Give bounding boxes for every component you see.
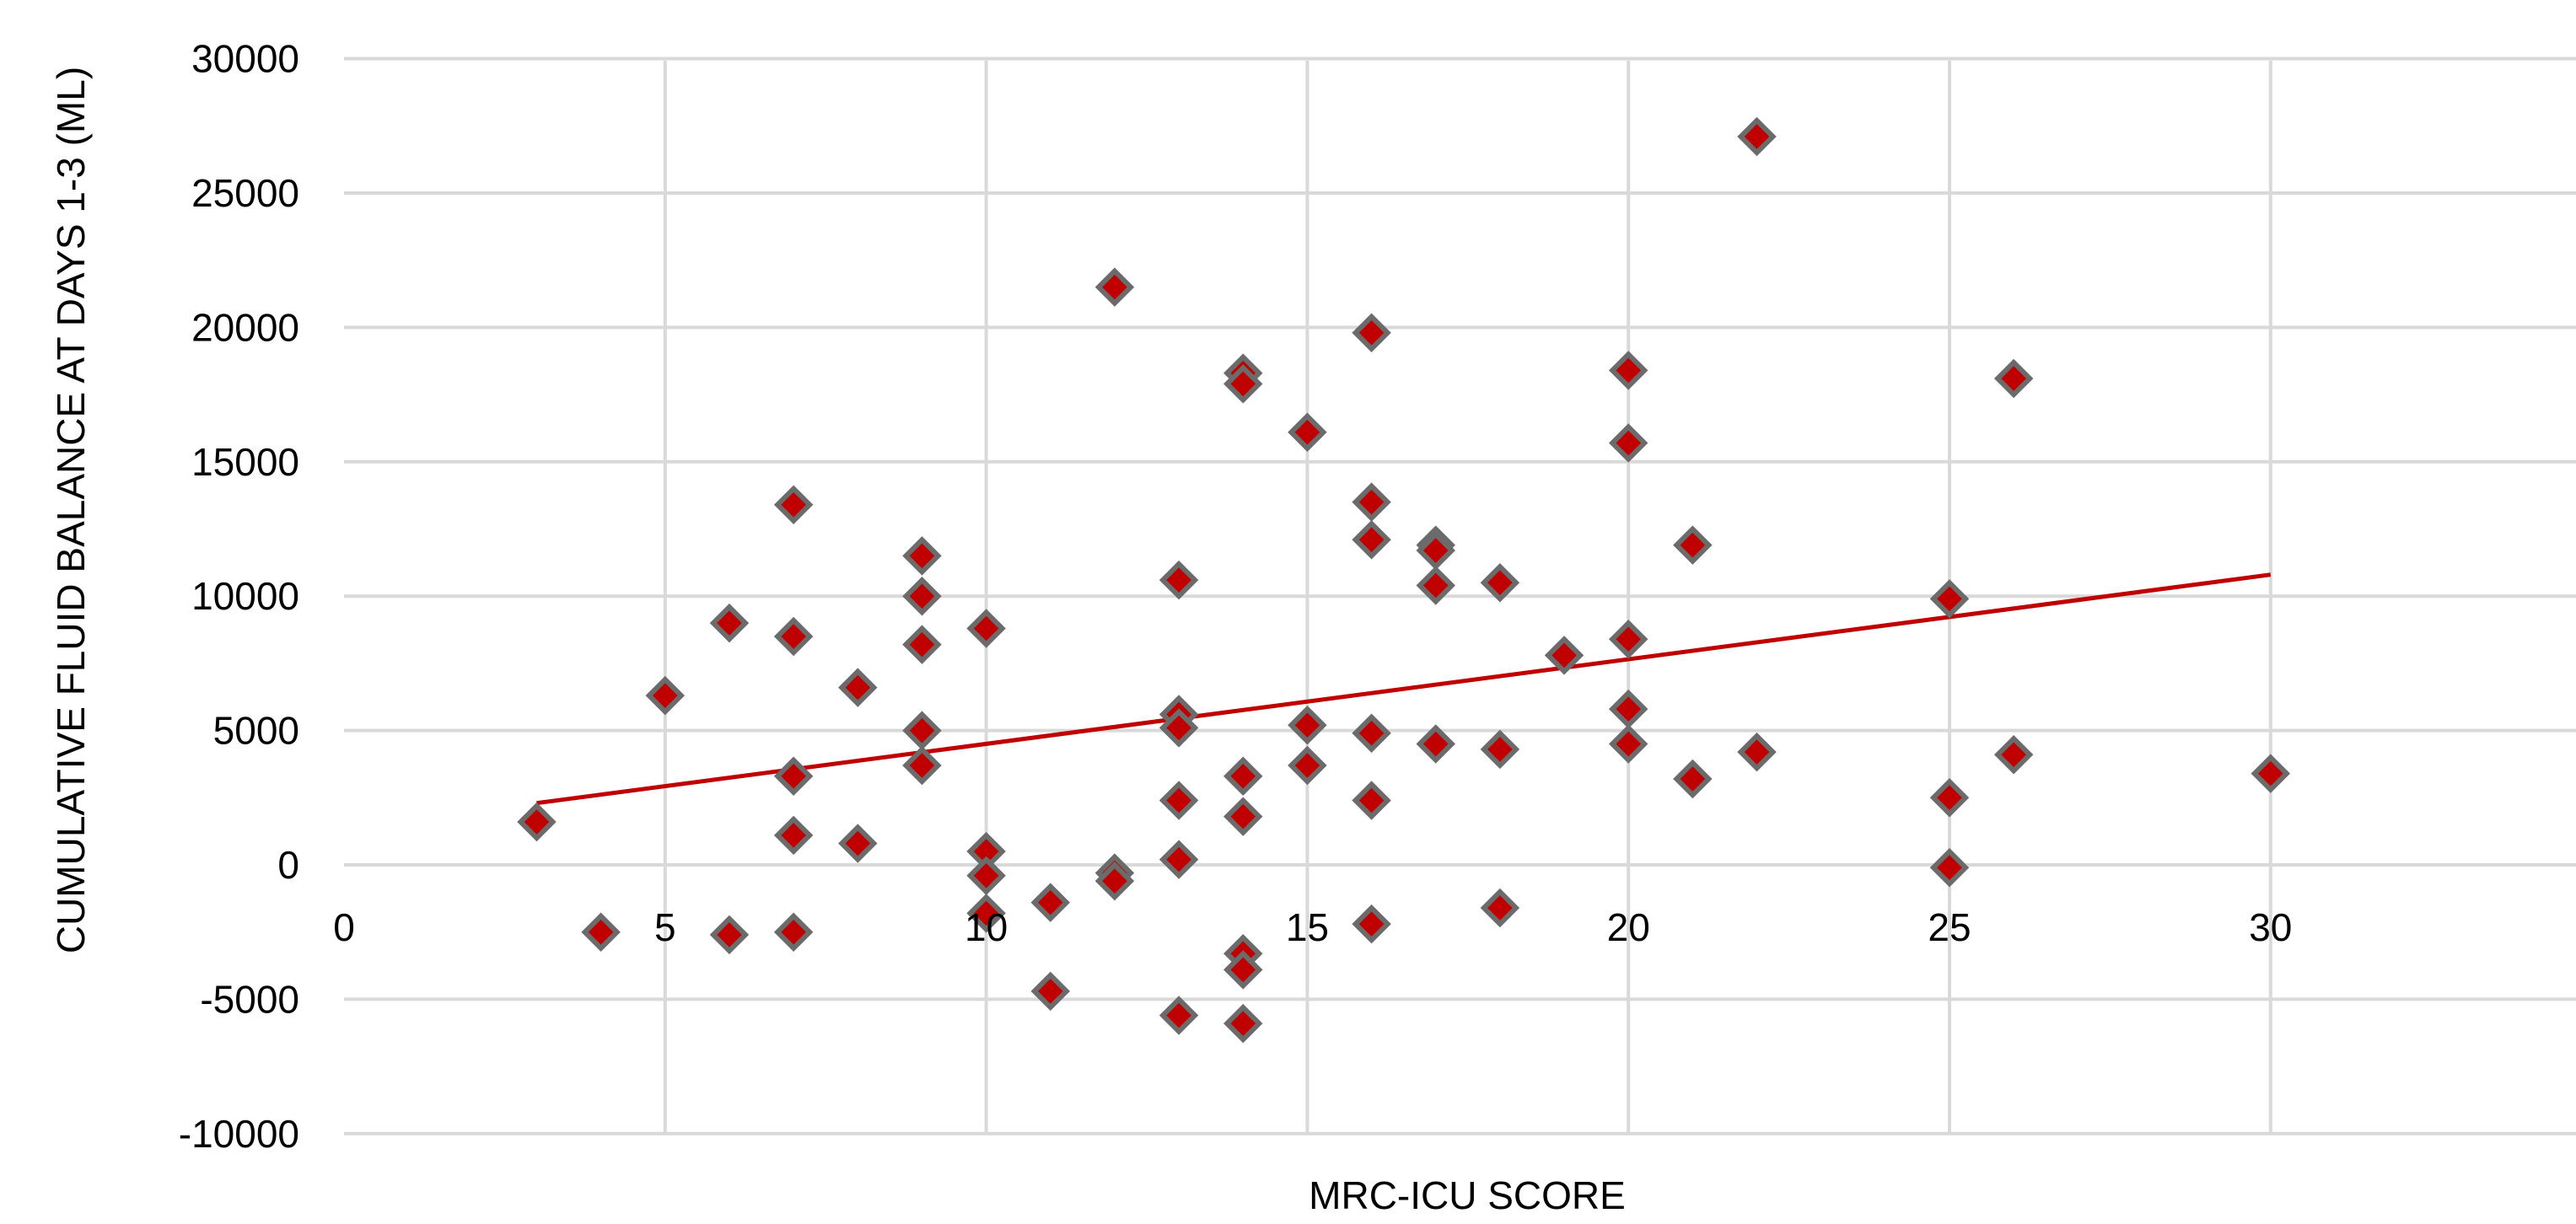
y-tick-label: -5000 [200, 977, 299, 1021]
data-point [966, 894, 1006, 933]
data-point [1223, 756, 1263, 797]
data-point [902, 576, 942, 616]
data-point [1223, 950, 1263, 990]
data-point [517, 802, 557, 842]
x-tick-label: 5 [654, 905, 676, 949]
data-point [1159, 560, 1199, 600]
trendline-group [536, 572, 2272, 806]
data-point [1608, 619, 1648, 659]
data-point [1416, 724, 1455, 764]
data-point [1352, 781, 1391, 820]
data-point [1094, 267, 1135, 307]
data-point [1929, 579, 1970, 619]
data-point [1993, 358, 2034, 399]
data-point [773, 485, 814, 525]
data-point [709, 915, 750, 955]
data-point [966, 609, 1006, 648]
data-point [1608, 689, 1648, 729]
data-point [902, 745, 942, 786]
x-tick-label: 10 [965, 905, 1008, 949]
data-point [1223, 797, 1263, 836]
data-point [1737, 116, 1777, 157]
y-tick-label: 5000 [213, 709, 299, 753]
x-tick-label: 20 [1607, 905, 1650, 949]
y-tick-label: -10000 [179, 1112, 299, 1156]
data-point [1159, 781, 1199, 820]
data-point [1608, 724, 1648, 764]
data-point [1030, 883, 1071, 922]
data-point [645, 675, 686, 716]
data-point [1673, 759, 1713, 799]
data-point [1480, 729, 1520, 770]
data-point [1159, 708, 1199, 748]
data-point [1929, 778, 1970, 818]
data-point [1673, 525, 1713, 565]
y-tick-label: 20000 [191, 305, 299, 349]
data-point [838, 668, 878, 707]
data-point [773, 756, 814, 797]
data-point [1352, 482, 1391, 522]
data-point [1288, 705, 1327, 745]
y-tick-label: 25000 [191, 171, 299, 215]
data-point [1352, 520, 1391, 560]
data-point [1223, 1003, 1263, 1044]
data-point [1094, 861, 1135, 901]
y-tick-label: 15000 [191, 440, 299, 484]
data-point [709, 603, 750, 643]
data-point [902, 625, 942, 664]
data-points [517, 116, 2291, 1044]
data-point [1480, 888, 1520, 928]
data-point [773, 912, 814, 952]
y-tick-label: 10000 [191, 574, 299, 618]
data-point [1223, 364, 1263, 404]
data-point [902, 711, 942, 750]
x-tick-label: 25 [1928, 905, 1971, 949]
data-point [1416, 566, 1455, 605]
x-tick-label: 0 [333, 905, 355, 949]
data-point [1159, 840, 1199, 879]
x-axis-title: MRC-ICU SCORE [1309, 1173, 1626, 1217]
data-point [1544, 636, 1584, 675]
data-point [1608, 351, 1648, 390]
data-point [1030, 971, 1071, 1012]
data-point [1993, 735, 2034, 775]
data-point [902, 536, 942, 576]
y-axis-title: CUMULATIVE FLUID BALANCE AT DAYS 1-3 (ML… [49, 67, 93, 953]
data-point [1288, 412, 1327, 452]
trendline [536, 572, 2272, 806]
data-point [2251, 754, 2291, 793]
data-point [773, 616, 814, 657]
data-point [966, 856, 1006, 895]
data-point [1352, 713, 1391, 754]
data-point [838, 824, 878, 863]
data-point [1288, 745, 1327, 786]
data-point [1737, 732, 1777, 772]
data-point [1352, 313, 1391, 353]
data-point [773, 815, 814, 856]
data-point [581, 912, 621, 952]
data-point [1929, 847, 1970, 888]
data-point [1159, 996, 1199, 1035]
data-point [1352, 904, 1391, 944]
data-point [1608, 423, 1648, 463]
data-point [1480, 563, 1520, 603]
x-tick-label: 15 [1286, 905, 1329, 949]
grid-lines [344, 56, 2576, 1135]
x-tick-label: 30 [2249, 905, 2292, 949]
y-tick-labels: 30000 25000 20000 15000 10000 5000 0 -5000 -1000… [179, 37, 299, 1156]
y-tick-label: 30000 [191, 37, 299, 81]
y-tick-label: 0 [277, 843, 299, 887]
